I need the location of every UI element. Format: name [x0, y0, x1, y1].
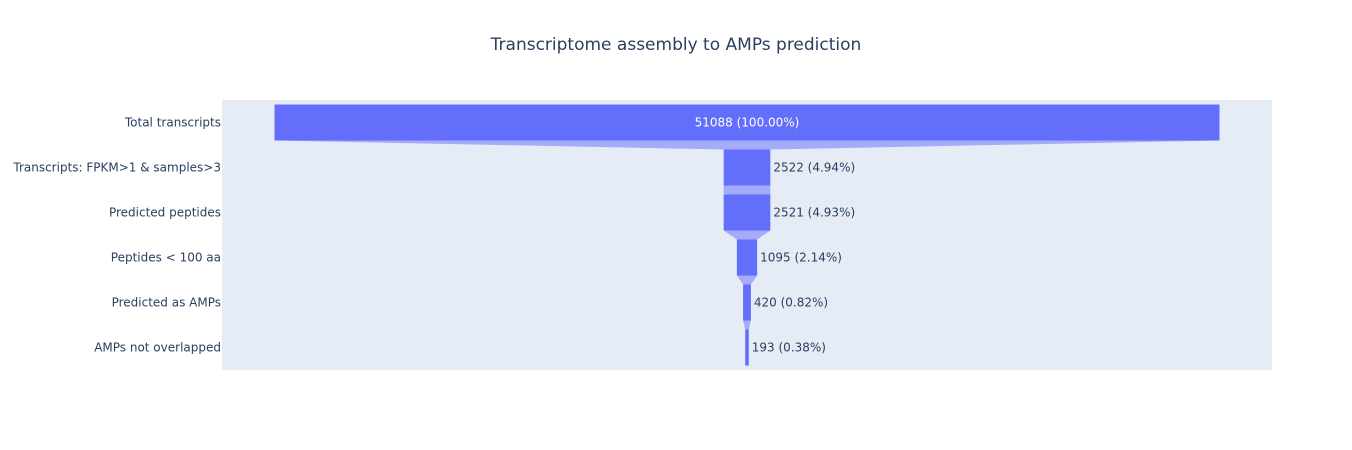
funnel-connector: [723, 185, 771, 195]
funnel-connector: [736, 275, 758, 285]
category-label: Predicted peptides: [109, 206, 221, 220]
value-label: 193 (0.38%): [752, 341, 826, 355]
funnel-connector: [743, 320, 751, 330]
funnel-bar: [736, 239, 758, 276]
funnel-bar: [745, 329, 749, 366]
funnel-connector: [274, 140, 1220, 150]
value-label: 2522 (4.94%): [773, 161, 855, 175]
chart-title: Transcriptome assembly to AMPs predictio…: [490, 35, 862, 55]
funnel-bar: [723, 149, 771, 186]
funnel-connector: [723, 230, 771, 240]
funnel-bar: [274, 104, 1220, 141]
value-label: 2521 (4.93%): [773, 206, 855, 220]
value-label: 51088 (100.00%): [695, 116, 800, 130]
value-label: 1095 (2.14%): [760, 251, 842, 265]
funnel-connectors: [274, 140, 1220, 330]
category-label: Peptides < 100 aa: [111, 251, 221, 265]
category-label: Total transcripts: [124, 116, 221, 130]
value-labels: 51088 (100.00%) 2522 (4.94%) 2521 (4.93%) 1…: [695, 116, 856, 355]
funnel-bar: [723, 194, 771, 231]
category-labels: Total transcripts Transcripts: FPKM>1 & s…: [12, 116, 221, 355]
funnel-bars: [274, 104, 1220, 366]
category-label: Predicted as AMPs: [112, 296, 221, 310]
category-label: AMPs not overlapped: [94, 341, 221, 355]
value-label: 420 (0.82%): [754, 296, 828, 310]
category-label: Transcripts: FPKM>1 & samples>3: [12, 161, 221, 175]
funnel-bar: [743, 284, 751, 321]
